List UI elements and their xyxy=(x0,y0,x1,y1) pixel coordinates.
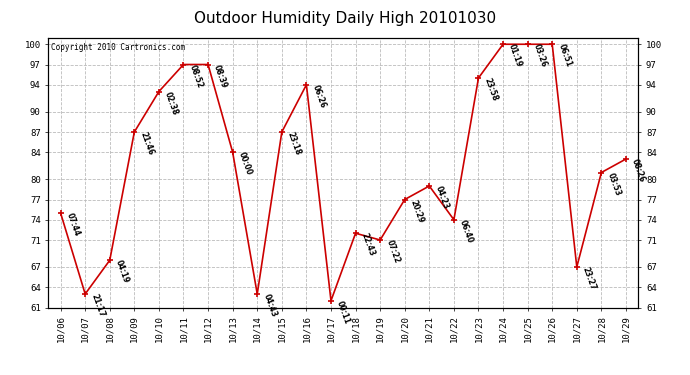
Text: 03:53: 03:53 xyxy=(606,171,622,197)
Text: 21:17: 21:17 xyxy=(89,292,106,318)
Text: 04:23: 04:23 xyxy=(433,184,450,210)
Text: 07:44: 07:44 xyxy=(65,211,81,237)
Text: Copyright 2010 Cartronics.com: Copyright 2010 Cartronics.com xyxy=(51,43,186,52)
Text: 06:26: 06:26 xyxy=(310,83,327,109)
Text: 06:51: 06:51 xyxy=(556,43,573,69)
Text: 08:39: 08:39 xyxy=(213,63,229,89)
Text: 22:43: 22:43 xyxy=(359,232,377,258)
Text: 08:52: 08:52 xyxy=(188,63,204,89)
Text: 07:22: 07:22 xyxy=(384,238,401,264)
Text: 23:27: 23:27 xyxy=(581,266,598,291)
Text: 00:00: 00:00 xyxy=(237,151,253,177)
Text: 00:11: 00:11 xyxy=(335,299,352,325)
Text: Outdoor Humidity Daily High 20101030: Outdoor Humidity Daily High 20101030 xyxy=(194,11,496,26)
Text: 03:26: 03:26 xyxy=(532,43,549,69)
Text: 04:43: 04:43 xyxy=(262,292,278,318)
Text: 02:38: 02:38 xyxy=(163,90,180,116)
Text: 08:26: 08:26 xyxy=(630,158,647,183)
Text: 06:40: 06:40 xyxy=(458,218,475,244)
Text: 04:19: 04:19 xyxy=(114,259,130,285)
Text: 20:29: 20:29 xyxy=(409,198,426,224)
Text: 23:58: 23:58 xyxy=(482,76,500,102)
Text: 01:19: 01:19 xyxy=(507,43,524,69)
Text: 21:46: 21:46 xyxy=(139,130,155,156)
Text: 23:18: 23:18 xyxy=(286,130,303,156)
